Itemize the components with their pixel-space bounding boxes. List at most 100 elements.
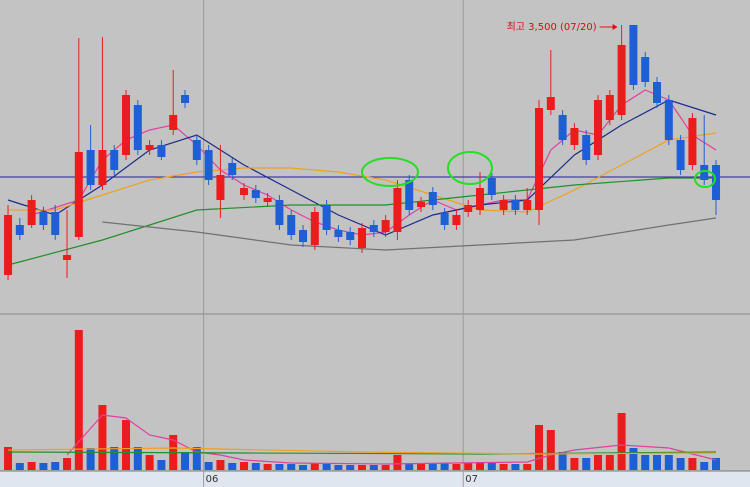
volume-bar — [535, 425, 544, 470]
candle-body — [192, 140, 201, 160]
highlight — [694, 170, 716, 188]
moving-average — [8, 447, 717, 455]
moving-average — [7, 177, 717, 266]
candle-body — [594, 100, 603, 155]
candle-body — [381, 220, 390, 232]
volume-bar — [346, 465, 355, 470]
volume-bar — [417, 464, 426, 470]
candle-body — [676, 140, 685, 170]
candle-body — [535, 108, 544, 210]
candle-body — [334, 230, 343, 237]
volume-bar — [334, 465, 343, 470]
candle-body — [275, 200, 284, 225]
candle-body — [63, 255, 72, 260]
candle-body — [641, 57, 650, 82]
candle-body — [181, 95, 190, 103]
candle-body — [74, 152, 83, 237]
candle-body — [405, 180, 414, 210]
candle-body — [263, 198, 272, 202]
candle-body — [369, 225, 378, 232]
candle-body — [299, 230, 308, 242]
volume-bar — [570, 458, 579, 470]
volume-bar — [122, 420, 131, 470]
volume-bar — [39, 463, 48, 470]
candle-body — [4, 215, 13, 275]
volume-bar — [688, 458, 697, 470]
candle-body — [393, 188, 402, 232]
candle-body — [582, 135, 591, 160]
candle-body — [358, 228, 367, 248]
volume-bar — [322, 464, 331, 470]
candle-body — [122, 95, 131, 155]
volume-bar — [74, 330, 83, 470]
candle-body — [228, 163, 237, 175]
candle-body — [700, 165, 709, 180]
candle-body — [653, 82, 662, 103]
volume-bar — [558, 452, 567, 470]
candle-body — [688, 118, 697, 165]
candle-body — [240, 188, 249, 195]
volume-bar — [228, 463, 237, 470]
candle-body — [440, 213, 449, 225]
volume-bar — [15, 463, 24, 470]
volume-bar — [51, 462, 60, 470]
candle-body — [15, 225, 24, 235]
candle-body — [27, 200, 36, 225]
volume-bar — [251, 463, 260, 470]
volume-bar — [440, 463, 449, 470]
volume-bar — [369, 465, 378, 470]
x-tick-label: 06 — [206, 474, 219, 485]
volume-bar — [653, 455, 662, 470]
volume-bar — [428, 463, 437, 470]
volume-bar — [700, 462, 709, 470]
volume-bar — [204, 462, 213, 470]
volume-bar — [712, 458, 721, 470]
volume-bar — [676, 458, 685, 470]
volume-bar — [216, 460, 225, 470]
volume-bar — [582, 458, 591, 470]
candle-body — [664, 100, 673, 140]
candle-body — [287, 215, 296, 235]
volume-bar — [476, 462, 485, 470]
volume-bar — [181, 452, 190, 470]
volume-bar — [358, 465, 367, 470]
volume-bar — [617, 413, 626, 470]
candle-body — [487, 178, 496, 195]
volume-bar — [605, 455, 614, 470]
moving-average — [102, 217, 717, 251]
volume-bar — [464, 463, 473, 470]
volume-bar — [629, 448, 638, 470]
candle-body — [251, 190, 260, 198]
volume-bar — [192, 447, 201, 470]
candle-body — [499, 200, 508, 210]
volume-bar — [145, 455, 154, 470]
volume-bar — [4, 447, 13, 470]
volume-bar — [299, 465, 308, 470]
candle-body — [322, 205, 331, 230]
x-tick-label: 07 — [465, 474, 478, 485]
volume-bar — [641, 455, 650, 470]
volume-bar — [263, 464, 272, 470]
candle-body — [617, 45, 626, 115]
volume-bar — [240, 462, 249, 470]
candle-body — [98, 150, 107, 185]
candle-body — [51, 212, 60, 235]
volume-bar — [310, 463, 319, 470]
candle-body — [39, 212, 48, 225]
candle-body — [133, 105, 142, 150]
volume-bar — [27, 462, 36, 470]
moving-average — [8, 451, 717, 455]
candle-body — [86, 150, 95, 185]
candle-body — [712, 165, 721, 200]
highlight — [361, 157, 419, 187]
highlight — [447, 151, 493, 185]
candle-body — [546, 97, 555, 110]
volume-bar — [287, 464, 296, 470]
moving-average — [66, 414, 717, 465]
candle-body — [169, 115, 178, 130]
volume-bar — [523, 464, 532, 470]
candle-body — [145, 145, 154, 150]
volume-bar — [110, 447, 119, 470]
